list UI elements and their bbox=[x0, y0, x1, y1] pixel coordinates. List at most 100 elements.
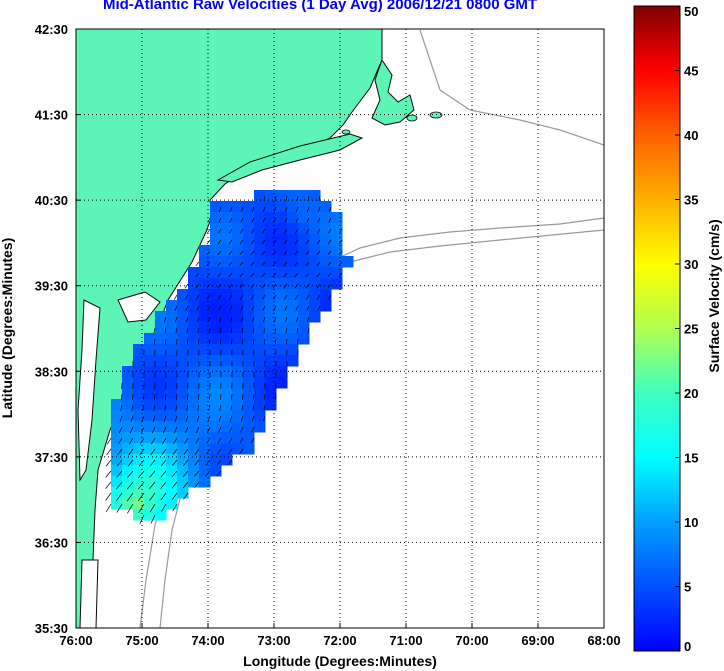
velocity-arrow bbox=[139, 514, 145, 525]
velocity-arrow bbox=[227, 459, 233, 466]
velocity-cell bbox=[254, 322, 266, 334]
velocity-arrow bbox=[307, 316, 310, 323]
velocity-arrow bbox=[307, 206, 310, 212]
velocity-cell bbox=[287, 322, 299, 334]
velocity-cell bbox=[133, 476, 145, 488]
velocity-arrow bbox=[272, 272, 277, 278]
x-tick-label: 72:00 bbox=[323, 633, 356, 648]
velocity-arrow bbox=[151, 437, 156, 445]
velocity-cell bbox=[243, 311, 255, 323]
velocity-cell bbox=[166, 355, 178, 367]
velocity-cell bbox=[221, 388, 233, 400]
velocity-cell bbox=[166, 322, 178, 334]
velocity-arrow bbox=[126, 492, 134, 502]
velocity-cell bbox=[133, 487, 145, 499]
velocity-cell bbox=[298, 190, 310, 202]
velocity-cell bbox=[144, 454, 156, 466]
velocity-arrow bbox=[172, 448, 178, 456]
velocity-arrow bbox=[183, 448, 189, 455]
velocity-arrow bbox=[116, 459, 123, 467]
velocity-cell bbox=[210, 333, 222, 345]
velocity-arrow bbox=[253, 393, 255, 400]
velocity-arrow bbox=[294, 272, 299, 278]
velocity-arrow bbox=[294, 250, 299, 256]
velocity-arrow bbox=[216, 459, 222, 466]
velocity-cell bbox=[287, 234, 299, 246]
colorbar-tick-label: 30 bbox=[684, 257, 698, 272]
velocity-cell bbox=[232, 311, 244, 323]
velocity-cell bbox=[298, 322, 310, 334]
velocity-arrow bbox=[252, 404, 255, 411]
velocity-arrow bbox=[186, 404, 189, 412]
velocity-arrow bbox=[107, 437, 112, 445]
velocity-arrow bbox=[174, 316, 178, 323]
velocity-cell bbox=[210, 465, 222, 477]
velocity-cell bbox=[199, 333, 211, 345]
y-tick-label: 36:30 bbox=[35, 535, 68, 550]
velocity-arrow bbox=[240, 217, 244, 223]
velocity-arrow bbox=[217, 283, 222, 289]
colorbar-tick-label: 45 bbox=[684, 64, 698, 79]
velocity-arrow bbox=[207, 316, 211, 323]
velocity-cell bbox=[221, 432, 233, 444]
velocity-arrow bbox=[328, 228, 332, 234]
velocity-arrow bbox=[263, 404, 266, 411]
velocity-cell bbox=[254, 201, 266, 213]
velocity-arrow bbox=[164, 327, 167, 334]
velocity-cell bbox=[155, 344, 167, 356]
velocity-arrow bbox=[153, 393, 156, 401]
velocity-cell bbox=[122, 443, 134, 455]
velocity-arrow bbox=[338, 272, 343, 278]
velocity-cell bbox=[243, 223, 255, 235]
velocity-arrow bbox=[219, 327, 222, 334]
velocity-cell bbox=[320, 245, 332, 257]
y-tick-label: 37:30 bbox=[35, 450, 68, 465]
velocity-cell bbox=[210, 223, 222, 235]
velocity-cell bbox=[221, 278, 233, 290]
velocity-arrow bbox=[296, 316, 299, 323]
velocity-arrow bbox=[173, 426, 178, 434]
velocity-arrow bbox=[183, 492, 189, 500]
velocity-arrow bbox=[274, 316, 277, 323]
velocity-cell bbox=[210, 267, 222, 279]
velocity-arrow bbox=[229, 415, 233, 422]
y-tick-label: 41:30 bbox=[35, 108, 68, 123]
velocity-cell bbox=[210, 443, 222, 455]
velocity-arrow bbox=[327, 239, 332, 245]
velocity-cell bbox=[254, 366, 266, 378]
velocity-cell bbox=[298, 311, 310, 323]
velocity-arrow bbox=[262, 217, 266, 223]
velocity-cell bbox=[199, 355, 211, 367]
velocity-arrow bbox=[139, 448, 145, 456]
velocity-arrow bbox=[106, 448, 112, 456]
velocity-cell bbox=[188, 465, 200, 477]
velocity-arrow bbox=[127, 470, 134, 478]
velocity-cell bbox=[254, 256, 266, 268]
velocity-cell bbox=[243, 432, 255, 444]
velocity-cell bbox=[298, 245, 310, 257]
velocity-cell bbox=[177, 399, 189, 411]
velocity-arrow bbox=[239, 272, 244, 278]
velocity-cell bbox=[144, 487, 156, 499]
velocity-arrow bbox=[241, 404, 244, 411]
velocity-arrow bbox=[184, 283, 189, 289]
x-tick-label: 68:00 bbox=[587, 633, 620, 648]
velocity-arrow bbox=[295, 294, 299, 300]
velocity-cell bbox=[210, 355, 222, 367]
velocity-arrow bbox=[140, 426, 145, 434]
velocity-cell bbox=[122, 498, 134, 510]
velocity-arrow bbox=[283, 261, 288, 267]
velocity-arrow bbox=[295, 305, 299, 311]
velocity-arrow bbox=[261, 283, 266, 289]
colorbar-gradient bbox=[633, 5, 681, 652]
velocity-cell bbox=[155, 465, 167, 477]
velocity-arrow bbox=[272, 283, 277, 289]
velocity-cell bbox=[210, 201, 222, 213]
velocity-arrow bbox=[182, 470, 189, 477]
velocity-cell bbox=[199, 432, 211, 444]
velocity-arrow bbox=[228, 283, 233, 289]
velocity-cell bbox=[122, 487, 134, 499]
offshore-islands bbox=[341, 111, 443, 135]
velocity-arrow bbox=[116, 503, 123, 513]
velocity-cell bbox=[177, 476, 189, 488]
